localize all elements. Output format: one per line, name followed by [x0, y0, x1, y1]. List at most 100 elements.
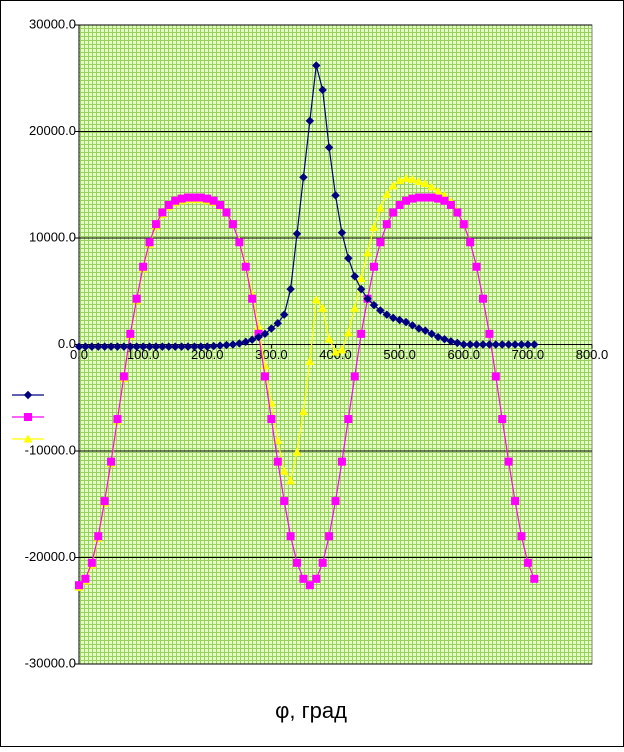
marker	[222, 208, 231, 217]
x-tick-label: 500.0	[383, 347, 416, 362]
marker	[472, 340, 481, 349]
x-tick-label: 600.0	[447, 347, 480, 362]
marker	[177, 342, 186, 351]
marker	[472, 262, 481, 271]
marker	[523, 558, 532, 567]
marker	[74, 342, 84, 351]
marker	[196, 342, 206, 351]
marker	[376, 306, 385, 315]
marker	[305, 116, 315, 126]
x-tick-label: 100.0	[127, 347, 160, 362]
marker	[94, 532, 103, 541]
marker	[273, 435, 283, 444]
marker	[331, 497, 340, 506]
marker	[312, 61, 321, 70]
marker	[299, 574, 308, 583]
marker	[138, 342, 148, 351]
marker	[158, 208, 167, 217]
marker	[170, 342, 180, 351]
marker	[350, 303, 360, 312]
marker	[459, 340, 468, 349]
marker	[459, 220, 468, 229]
marker	[427, 182, 437, 191]
legend-marker	[23, 434, 33, 443]
marker	[298, 407, 308, 416]
marker	[318, 303, 328, 312]
marker	[203, 342, 212, 351]
marker	[241, 262, 250, 271]
marker	[407, 174, 417, 183]
marker	[280, 497, 289, 506]
y-tick-label: -10000.0	[25, 442, 76, 457]
marker	[420, 179, 430, 188]
marker	[254, 321, 264, 330]
marker	[369, 222, 379, 231]
marker	[119, 372, 128, 381]
marker	[318, 558, 327, 567]
marker	[504, 340, 513, 349]
marker	[299, 173, 308, 182]
marker	[344, 415, 353, 424]
marker	[382, 310, 392, 319]
marker	[408, 321, 417, 330]
marker	[100, 342, 109, 351]
marker	[203, 194, 212, 203]
marker	[395, 200, 404, 209]
marker	[395, 315, 404, 325]
marker	[369, 300, 379, 310]
marker	[453, 208, 462, 217]
marker	[113, 342, 122, 351]
marker	[401, 317, 411, 327]
marker	[389, 208, 398, 217]
marker	[279, 466, 289, 475]
marker	[267, 324, 276, 333]
legend-marker	[24, 413, 32, 421]
marker	[286, 476, 296, 485]
marker	[402, 196, 411, 205]
legend-marker	[23, 390, 33, 400]
marker	[414, 324, 424, 333]
marker	[343, 328, 353, 337]
marker	[433, 186, 443, 195]
marker	[132, 294, 141, 303]
marker	[235, 339, 244, 348]
marker	[311, 295, 321, 304]
marker	[414, 193, 423, 202]
marker	[421, 326, 430, 335]
marker	[395, 175, 405, 184]
marker	[171, 196, 180, 205]
marker	[375, 203, 385, 212]
marker	[440, 196, 449, 205]
marker	[491, 372, 500, 381]
marker	[286, 532, 295, 541]
x-axis-label: φ, град	[275, 698, 347, 723]
marker	[190, 193, 199, 202]
x-tick-label: 300.0	[255, 347, 288, 362]
marker	[517, 532, 526, 541]
marker	[369, 262, 378, 271]
marker	[446, 200, 455, 209]
marker	[107, 457, 116, 466]
marker	[382, 189, 392, 198]
marker	[511, 497, 520, 506]
marker	[247, 335, 257, 344]
marker	[151, 220, 160, 229]
marker	[164, 200, 173, 209]
marker	[177, 194, 186, 203]
marker	[273, 457, 282, 466]
marker	[388, 181, 398, 190]
y-tick-label: 20000.0	[29, 123, 76, 138]
y-tick-label: 30000.0	[29, 16, 76, 31]
marker	[523, 340, 533, 349]
marker	[248, 294, 257, 303]
marker	[363, 248, 373, 257]
marker	[350, 272, 359, 281]
marker	[433, 332, 443, 342]
marker	[337, 228, 347, 237]
marker	[376, 238, 385, 247]
x-tick-label: 0.0	[70, 347, 88, 362]
marker	[209, 196, 218, 205]
y-tick-label: 10000.0	[29, 229, 76, 244]
marker	[517, 340, 526, 349]
